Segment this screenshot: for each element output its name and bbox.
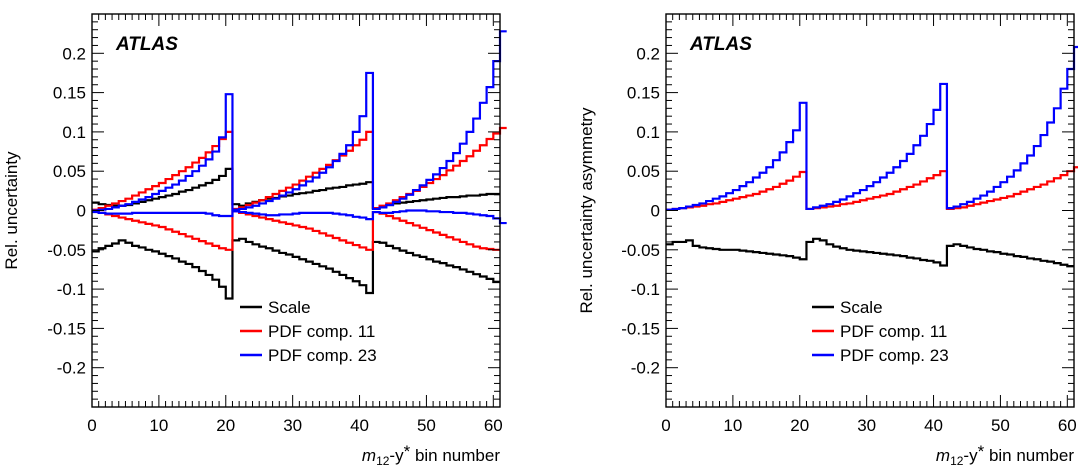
x-title-sub: 12 bbox=[950, 454, 964, 468]
x-tick-label: 40 bbox=[924, 416, 943, 435]
series-line-4 bbox=[92, 210, 500, 251]
series-line-3 bbox=[92, 126, 507, 211]
series-line-3 bbox=[666, 45, 1078, 211]
y-tick-label: -0.1 bbox=[631, 280, 660, 299]
legend-entry: PDF comp. 23 bbox=[268, 346, 377, 365]
legend-entry: Scale bbox=[268, 298, 311, 317]
legend-entry: PDF comp. 11 bbox=[840, 322, 947, 341]
x-title-tail: bin number bbox=[410, 446, 500, 465]
y-tick-label: 0.2 bbox=[636, 44, 660, 63]
legend-entry: PDF comp. 23 bbox=[840, 346, 949, 365]
x-title-tail: bin number bbox=[984, 446, 1074, 465]
y-tick-label: 0.05 bbox=[53, 162, 86, 181]
x-tick-label: 60 bbox=[1058, 416, 1077, 435]
x-tick-label: 40 bbox=[350, 416, 369, 435]
y-tick-label: -0.05 bbox=[47, 241, 86, 260]
legend-entry: Scale bbox=[840, 298, 883, 317]
x-title-star: * bbox=[978, 442, 985, 461]
series-line-1 bbox=[92, 167, 500, 210]
y-tick-label: 0 bbox=[77, 202, 86, 221]
y-tick-label: -0.1 bbox=[57, 280, 86, 299]
x-title-star: * bbox=[404, 442, 411, 461]
y-tick-label: -0.2 bbox=[631, 359, 660, 378]
x-tick-label: 10 bbox=[149, 416, 168, 435]
y-tick-label: -0.05 bbox=[621, 241, 660, 260]
x-tick-label: 0 bbox=[87, 416, 96, 435]
y-tick-label: 0.05 bbox=[627, 162, 660, 181]
x-axis-title: m12-y* bin number bbox=[936, 442, 1074, 468]
series-line-2 bbox=[92, 237, 500, 300]
x-tick-label: 50 bbox=[417, 416, 436, 435]
x-tick-label: 30 bbox=[857, 416, 876, 435]
y-tick-label: 0.1 bbox=[62, 123, 86, 142]
chart-panel-2: -0.2 -0.15 -0.1 -0.05 0 0.05 0.1 0.15 0.2 0 10 20 30… bbox=[577, 13, 1078, 468]
y-tick-label: 0 bbox=[651, 202, 660, 221]
x-title-sub: 12 bbox=[376, 454, 390, 468]
x-title-y: -y bbox=[389, 446, 404, 465]
series-line-5 bbox=[92, 30, 507, 212]
y-tick-label: 0.15 bbox=[627, 84, 660, 103]
x-tick-label: 20 bbox=[216, 416, 235, 435]
x-tick-label: 30 bbox=[283, 416, 302, 435]
x-tick-label: 10 bbox=[723, 416, 742, 435]
y-tick-label: 0.15 bbox=[53, 84, 86, 103]
x-title-m: m bbox=[362, 446, 376, 465]
chart-panel-1: -0.2 -0.15 -0.1 -0.05 0 0.05 0.1 0.15 0.2 0 10 20 30… bbox=[2, 13, 507, 468]
legend: Scale PDF comp. 11 PDF comp. 23 bbox=[812, 298, 949, 365]
x-tick-label: 20 bbox=[790, 416, 809, 435]
y-tick-label: -0.15 bbox=[621, 319, 660, 338]
y-axis-title: Rel. uncertainty asymmetry bbox=[577, 107, 596, 313]
y-tick-label: 0.1 bbox=[636, 123, 660, 142]
atlas-label: ATLAS bbox=[689, 34, 752, 55]
x-tick-label: 0 bbox=[661, 416, 670, 435]
series-line-6 bbox=[92, 209, 507, 225]
y-axis-title: Rel. uncertainty bbox=[2, 151, 21, 270]
y-tick-label: -0.15 bbox=[47, 319, 86, 338]
y-tick-label: 0.2 bbox=[62, 44, 86, 63]
x-axis-title: m12-y* bin number bbox=[362, 442, 500, 468]
legend: Scale PDF comp. 11 PDF comp. 23 bbox=[240, 298, 377, 365]
x-tick-label: 50 bbox=[991, 416, 1010, 435]
x-tick-label: 60 bbox=[484, 416, 503, 435]
legend-entry: PDF comp. 11 bbox=[268, 322, 375, 341]
x-title-y: -y bbox=[963, 446, 978, 465]
atlas-label: ATLAS bbox=[115, 34, 178, 55]
y-tick-label: -0.2 bbox=[57, 359, 86, 378]
series-line-2 bbox=[666, 166, 1078, 211]
series-line-1 bbox=[666, 237, 1074, 268]
x-title-m: m bbox=[936, 446, 950, 465]
